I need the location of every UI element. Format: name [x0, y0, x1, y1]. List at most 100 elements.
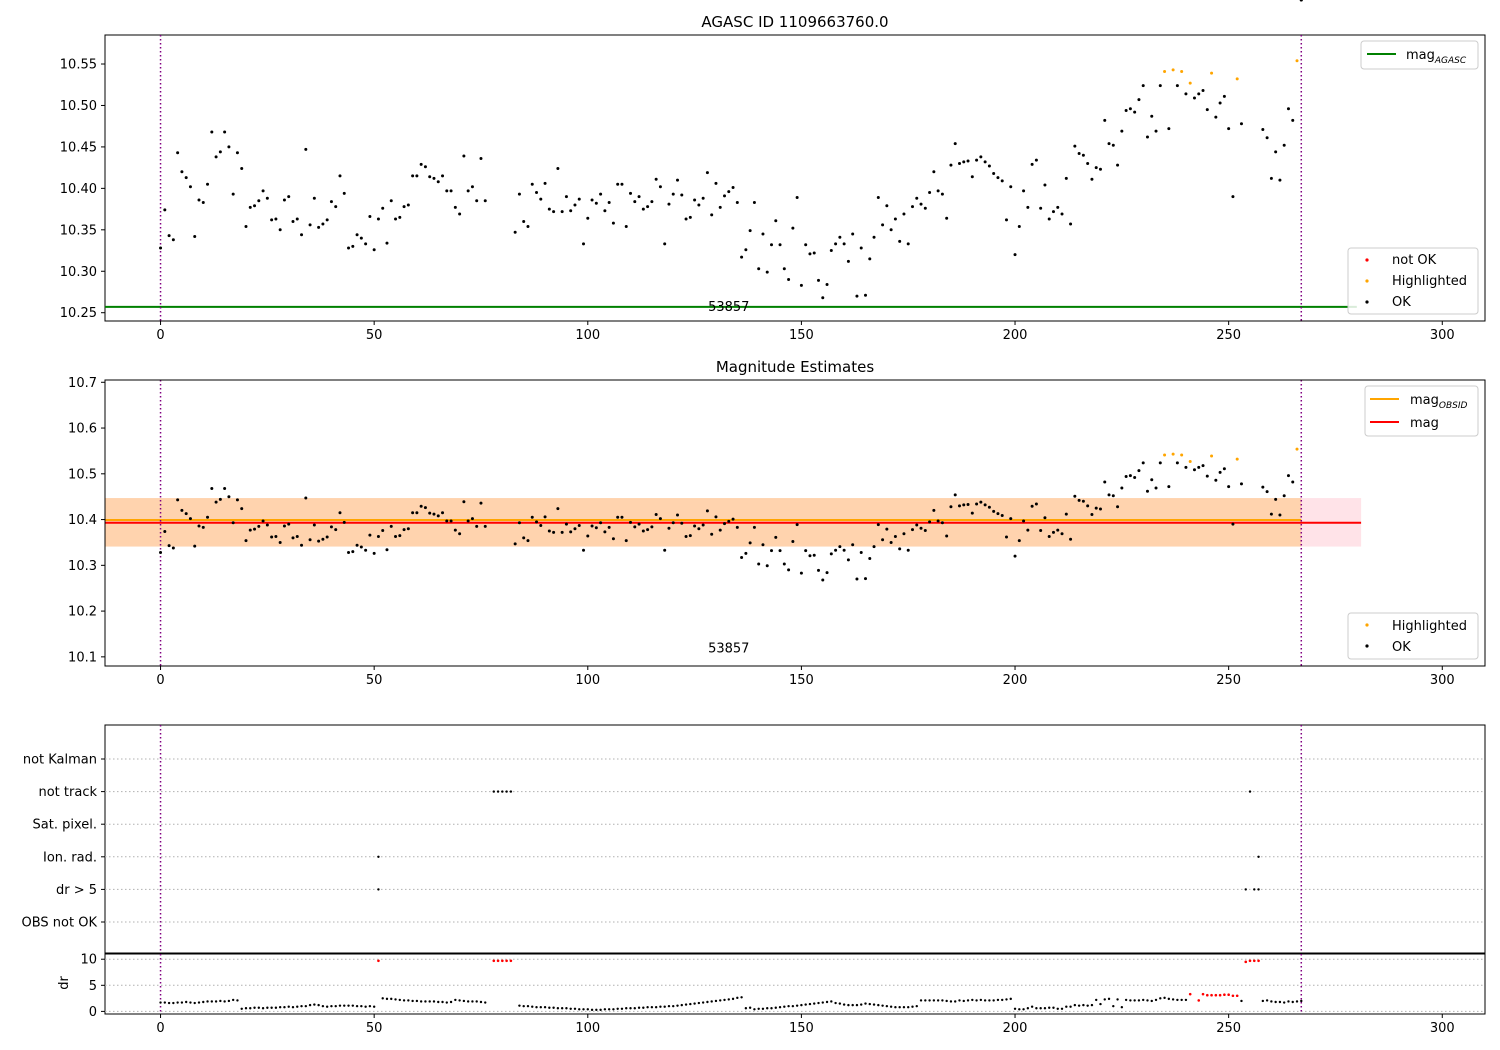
ok-point	[727, 190, 731, 194]
dr-ok-point	[667, 1004, 671, 1008]
ok-point	[1077, 152, 1081, 156]
ok-point	[1034, 158, 1038, 162]
ok-point	[663, 548, 667, 552]
ok-point	[1064, 512, 1068, 516]
ok-point	[214, 155, 218, 159]
dr-ok-point	[565, 1007, 568, 1010]
ok-point	[210, 130, 214, 134]
ok-point	[1103, 480, 1107, 484]
ok-point	[710, 532, 714, 536]
ok-point	[996, 176, 1000, 180]
ok-point	[218, 497, 222, 501]
ok-point	[940, 521, 944, 525]
ok-point	[590, 198, 594, 202]
ok-point	[1047, 217, 1051, 221]
ok-point	[1073, 144, 1077, 148]
ok-point	[1086, 161, 1090, 165]
dr-ok-point	[847, 1003, 850, 1007]
ok-point	[744, 248, 748, 252]
dr-ok-point	[932, 999, 936, 1002]
dr-not-ok-point	[1210, 993, 1213, 997]
highlighted-point	[1163, 69, 1167, 73]
dr-ok-point	[881, 1004, 884, 1007]
ok-point	[1218, 470, 1222, 474]
x-tick-label: 0	[156, 673, 164, 688]
dr-ok-point	[612, 1008, 615, 1011]
ok-point	[744, 551, 748, 555]
ok-point	[419, 162, 423, 166]
ok-point	[949, 163, 953, 167]
ok-point	[171, 238, 175, 242]
ok-point	[996, 512, 1000, 516]
panel-title: Magnitude Estimates	[716, 358, 874, 376]
ok-point	[304, 147, 308, 151]
dr-ok-point	[727, 998, 730, 1001]
dr-ok-point	[1060, 1007, 1064, 1010]
ok-point	[351, 244, 355, 248]
legend-label: Highlighted	[1392, 274, 1467, 289]
ok-point	[945, 216, 949, 220]
ok-point	[347, 246, 351, 250]
y-axis-label: dr	[57, 976, 72, 990]
dr-ok-point	[1295, 1000, 1299, 1003]
dr-ok-point	[808, 1002, 812, 1006]
dr-ok-point	[736, 996, 739, 1000]
ok-point	[1120, 129, 1124, 133]
x-tick-label: 100	[575, 673, 600, 688]
ok-point	[624, 224, 628, 228]
ok-point	[752, 200, 756, 204]
y-tick-label: 10	[80, 953, 97, 968]
dr-ok-point	[214, 1000, 218, 1003]
dr-ok-point	[723, 998, 726, 1002]
ok-point	[970, 511, 974, 515]
ok-point	[470, 185, 474, 189]
ok-point	[223, 130, 227, 134]
ok-point	[278, 540, 282, 544]
ok-point	[1017, 539, 1021, 543]
ok-point	[201, 525, 205, 529]
dr-not-ok-point	[1227, 993, 1230, 996]
ok-point	[782, 562, 786, 566]
ok-point	[334, 528, 338, 532]
ok-point	[398, 534, 402, 538]
dr-ok-point	[817, 1001, 820, 1005]
dr-ok-point	[748, 1006, 752, 1009]
ok-point	[282, 198, 286, 202]
dr-ok-point	[1180, 998, 1183, 1002]
ok-point	[163, 529, 167, 533]
dr-ok-point	[979, 998, 983, 1002]
ok-point	[466, 519, 470, 523]
dr-not-ok-point	[496, 959, 500, 963]
ok-point	[381, 206, 385, 210]
ok-point	[325, 535, 329, 539]
ok-point	[274, 217, 278, 221]
dr-not-ok-point	[1257, 959, 1260, 963]
x-tick-label: 100	[575, 1021, 600, 1036]
ok-point	[163, 208, 167, 212]
flag-label: Ion. rad.	[43, 850, 97, 865]
ok-point	[1201, 464, 1205, 468]
ok-point	[667, 202, 671, 206]
dr-ok-point	[834, 1001, 837, 1005]
ok-point	[180, 170, 184, 174]
ok-point	[765, 564, 769, 568]
dr-ok-point	[936, 999, 940, 1002]
ok-point	[774, 219, 778, 223]
ok-point	[248, 205, 252, 209]
ok-point	[629, 191, 633, 195]
ok-point	[1133, 475, 1137, 479]
ok-point	[889, 540, 893, 544]
ok-point	[1026, 205, 1030, 209]
legend-swatch-ok	[1365, 300, 1369, 304]
ok-point	[1043, 183, 1047, 187]
y-tick-label: 10.55	[60, 58, 97, 73]
ok-point	[248, 528, 252, 532]
ok-point	[227, 145, 231, 149]
ok-point	[351, 550, 355, 554]
ok-point	[1051, 530, 1055, 534]
dr-ok-point	[975, 999, 978, 1002]
ok-point	[816, 278, 820, 282]
dr-ok-point	[898, 1006, 901, 1009]
ok-point	[842, 242, 846, 246]
dr-ok-point	[1001, 998, 1004, 1002]
